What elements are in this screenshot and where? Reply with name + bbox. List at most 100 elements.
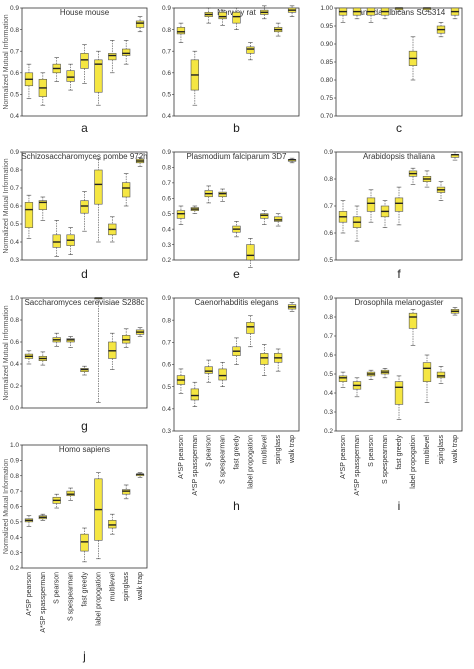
y-tick-label: 0.6 bbox=[324, 352, 333, 359]
y-tick-label: 0.7 bbox=[162, 180, 171, 187]
box-body bbox=[422, 362, 432, 382]
y-tick-label: 0.5 bbox=[10, 92, 19, 99]
y-tick-label: 0.4 bbox=[10, 239, 19, 246]
x-tick-label: label propogation bbox=[410, 435, 417, 489]
box-3 bbox=[204, 185, 213, 204]
box-2 bbox=[38, 351, 47, 366]
y-tick-label: 0.4 bbox=[10, 534, 19, 541]
box-body bbox=[122, 182, 131, 198]
box-2 bbox=[190, 205, 199, 215]
box-body bbox=[274, 216, 283, 222]
box-1 bbox=[24, 194, 34, 239]
y-tick-label: 0.85 bbox=[320, 59, 333, 66]
box-4 bbox=[66, 227, 75, 255]
box-3 bbox=[366, 189, 376, 223]
x-tick-label: fast greedy bbox=[82, 572, 89, 607]
y-tick-label: 0.2 bbox=[10, 565, 19, 572]
box-body bbox=[80, 200, 89, 214]
y-tick-label: 0.75 bbox=[320, 95, 333, 102]
box-6 bbox=[408, 36, 418, 81]
box-body bbox=[218, 368, 227, 381]
panel-letter: j bbox=[82, 649, 86, 663]
box-body bbox=[218, 191, 227, 198]
box-8 bbox=[436, 22, 446, 38]
box-9 bbox=[450, 151, 460, 161]
panel-j: Homo sapiens 0.2 0.3 0.4 0.5 0.6 0.7 0.8 0.9 1.0 N… bbox=[3, 442, 148, 663]
y-tick-label: 0.8 bbox=[162, 27, 171, 34]
y-tick-label: 0.5 bbox=[10, 221, 19, 228]
box-5 bbox=[394, 7, 404, 12]
y-tick-label: 0.2 bbox=[324, 428, 333, 435]
x-tick-label: walk trap bbox=[452, 435, 459, 464]
y-tick-label: 0.70 bbox=[320, 113, 333, 120]
x-tick-label: A*SP pearson bbox=[340, 435, 347, 479]
x-tick-label: A*SP spassperman bbox=[40, 572, 47, 633]
plot-frame bbox=[21, 297, 148, 409]
box-6 bbox=[246, 238, 255, 269]
box-body bbox=[218, 12, 227, 20]
y-tick-label: 0.3 bbox=[10, 550, 19, 557]
box-body bbox=[94, 59, 103, 93]
y-tick-label: 0.6 bbox=[162, 70, 171, 77]
box-6 bbox=[246, 315, 255, 348]
y-tick-label: 0.4 bbox=[162, 406, 171, 413]
box-body bbox=[394, 381, 404, 405]
box-body bbox=[94, 169, 103, 205]
box-3 bbox=[366, 7, 376, 23]
y-tick-label: 0.7 bbox=[324, 203, 333, 210]
x-tick-label: S pearson bbox=[54, 572, 61, 604]
box-body bbox=[24, 202, 34, 228]
box-1 bbox=[24, 350, 34, 365]
box-5 bbox=[80, 191, 89, 232]
y-tick-label: 0.90 bbox=[320, 41, 333, 48]
box-4 bbox=[66, 63, 75, 91]
y-tick-label: 0.8 bbox=[10, 473, 19, 480]
y-tick-label: 0.0 bbox=[10, 405, 19, 412]
box-4 bbox=[218, 188, 227, 202]
y-tick-label: 0.3 bbox=[162, 428, 171, 435]
y-axis-label: Normalized Mutual Information bbox=[3, 459, 10, 554]
x-tick-label: multilevel bbox=[261, 435, 268, 465]
y-tick-label: 0.6 bbox=[324, 230, 333, 237]
y-tick-label: 0.9 bbox=[324, 295, 333, 302]
box-1 bbox=[24, 63, 34, 100]
y-tick-label: 0.9 bbox=[10, 458, 19, 465]
box-8 bbox=[122, 173, 131, 207]
y-tick-label: 0.6 bbox=[10, 70, 19, 77]
box-6 bbox=[408, 309, 418, 346]
box-5 bbox=[232, 337, 241, 365]
y-tick-label: 0.6 bbox=[10, 203, 19, 210]
box-body bbox=[108, 53, 117, 61]
x-tick-label: S spespearman bbox=[220, 435, 227, 484]
box-body bbox=[66, 70, 75, 82]
x-tick-label: multilevel bbox=[109, 572, 116, 602]
box-body bbox=[246, 46, 255, 54]
box-3 bbox=[52, 332, 61, 347]
y-tick-label: 0.8 bbox=[162, 317, 171, 324]
y-tick-label: 0.4 bbox=[162, 113, 171, 120]
x-tick-label: multilevel bbox=[424, 435, 431, 465]
box-8 bbox=[436, 181, 446, 201]
y-tick-label: 0.9 bbox=[10, 149, 19, 156]
box-body bbox=[108, 520, 117, 529]
box-9 bbox=[135, 16, 145, 33]
panel-letter: h bbox=[233, 499, 240, 513]
box-7 bbox=[108, 216, 117, 243]
box-3 bbox=[204, 7, 213, 24]
y-tick-label: 0.7 bbox=[10, 488, 19, 495]
y-tick-label: 0.4 bbox=[10, 361, 19, 368]
panel-title: Schizosaccharomyces pombe 972h bbox=[21, 152, 147, 161]
panel-title: Arabidopsis thaliana bbox=[363, 152, 436, 161]
y-tick-label: 0.3 bbox=[162, 242, 171, 249]
y-tick-label: 0.9 bbox=[162, 295, 171, 302]
box-3 bbox=[52, 220, 61, 257]
y-tick-label: 1.0 bbox=[10, 442, 19, 449]
y-tick-label: 0.5 bbox=[324, 371, 333, 378]
y-tick-label: 0.5 bbox=[162, 211, 171, 218]
y-tick-label: 0.8 bbox=[324, 314, 333, 321]
box-1 bbox=[338, 371, 348, 388]
box-body bbox=[38, 200, 47, 210]
box-5 bbox=[394, 186, 404, 226]
box-8 bbox=[274, 213, 283, 227]
